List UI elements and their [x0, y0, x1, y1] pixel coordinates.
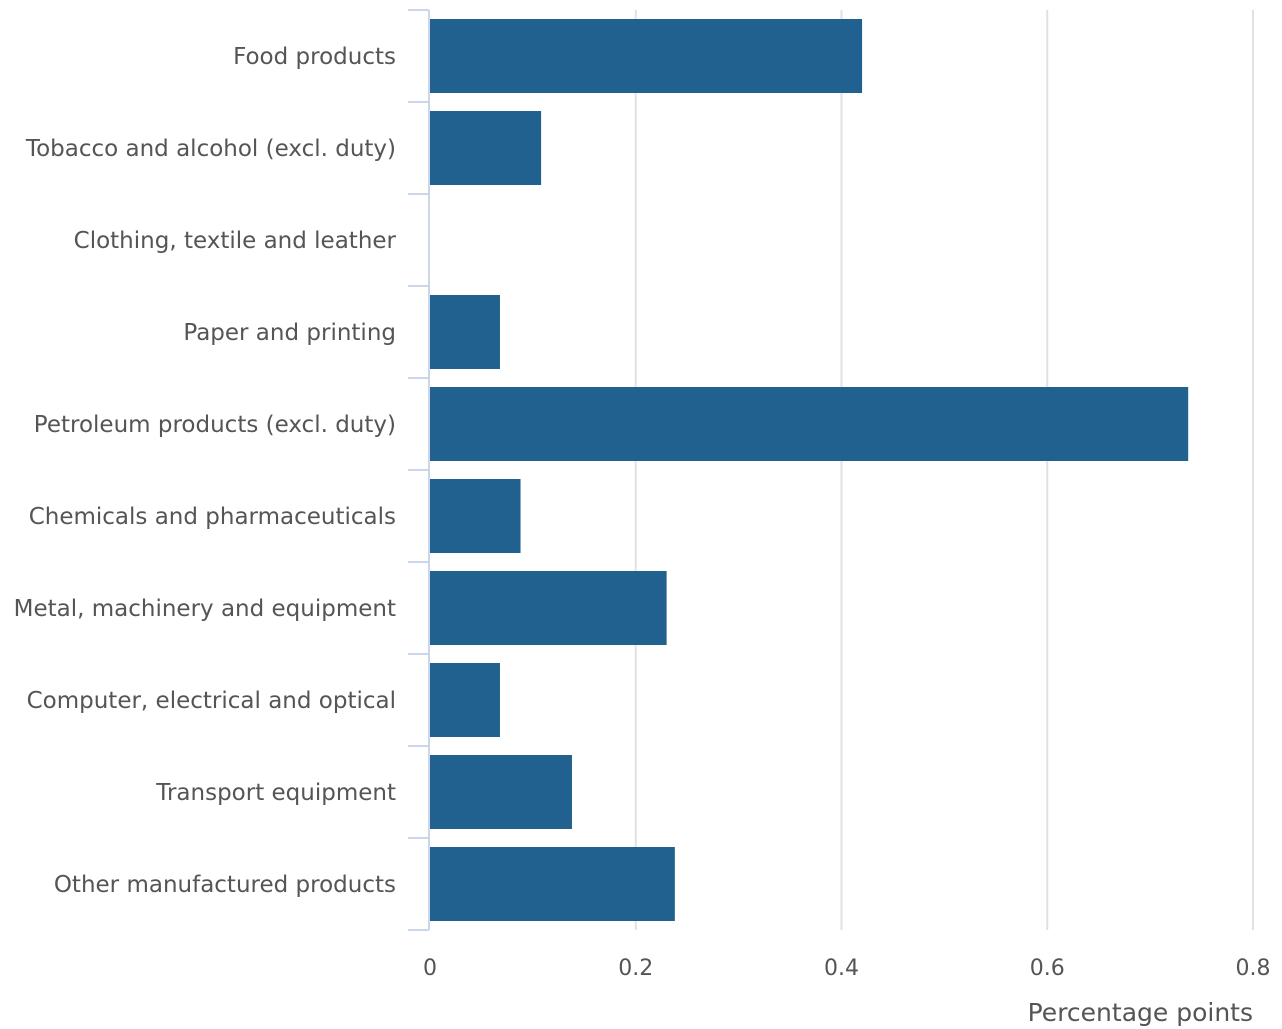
category-label: Chemicals and pharmaceuticals	[29, 504, 396, 530]
category-label: Paper and printing	[183, 320, 396, 346]
category-label: Other manufactured products	[54, 872, 396, 898]
x-tick-label: 0.6	[1030, 956, 1065, 981]
category-axis	[408, 9, 430, 931]
x-tick-label: 0.4	[824, 956, 859, 981]
category-label: Food products	[233, 44, 396, 70]
bars	[430, 19, 1189, 921]
bar	[430, 663, 500, 737]
category-label: Metal, machinery and equipment	[14, 596, 396, 622]
category-label: Clothing, textile and leather	[74, 228, 397, 254]
x-axis-title: Percentage points	[1028, 998, 1253, 1027]
x-tick-label: 0.8	[1236, 956, 1271, 981]
bar	[430, 111, 542, 185]
category-label: Transport equipment	[155, 780, 396, 806]
bar	[430, 571, 667, 645]
bar	[430, 479, 521, 553]
bar	[430, 295, 500, 369]
category-label: Tobacco and alcohol (excl. duty)	[25, 136, 396, 162]
category-label: Computer, electrical and optical	[27, 688, 396, 714]
bar	[430, 19, 863, 93]
category-label: Petroleum products (excl. duty)	[34, 412, 396, 438]
x-tick-label: 0	[423, 956, 437, 981]
gridlines	[634, 10, 1254, 930]
bar	[430, 755, 572, 829]
bar	[430, 847, 675, 921]
value-axis-tick-labels: 0 0.2 0.4 0.6 0.8	[423, 956, 1271, 981]
category-labels: Food products Tobacco and alcohol (excl. …	[14, 44, 397, 898]
x-tick-label: 0.2	[618, 956, 653, 981]
bar	[430, 387, 1189, 461]
